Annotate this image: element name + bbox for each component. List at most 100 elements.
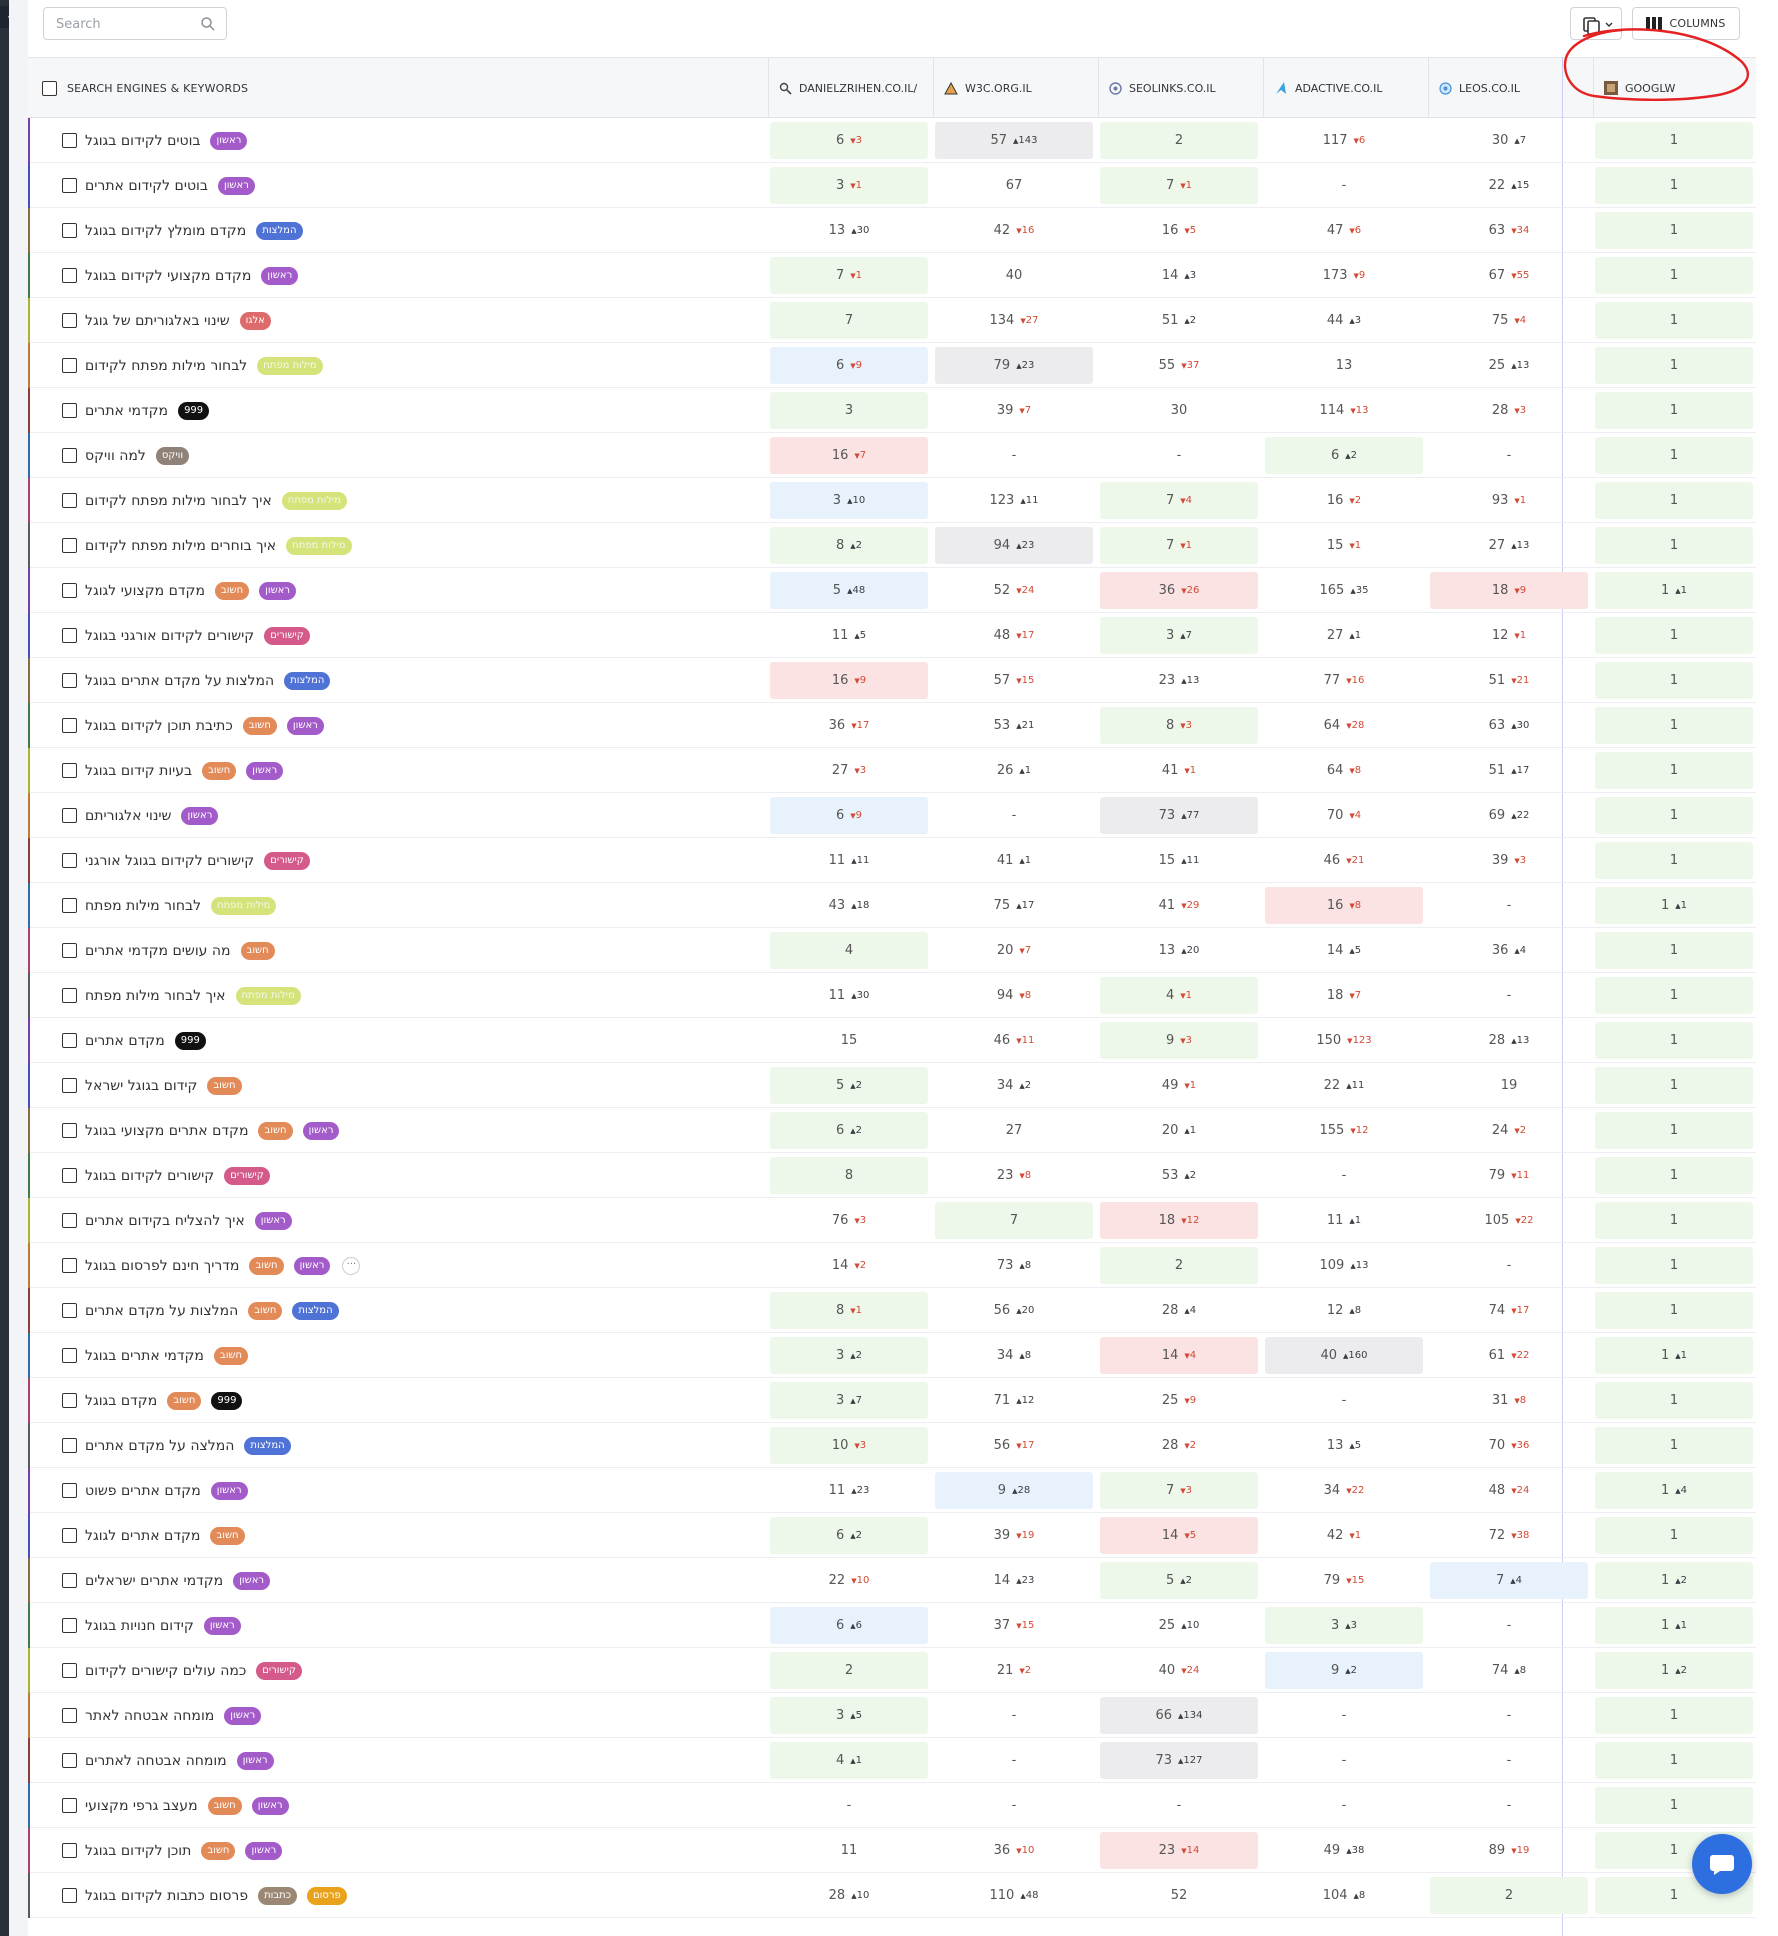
keyword-text[interactable]: שינוי אלגוריתם <box>85 807 172 824</box>
keyword-text[interactable]: בעיות קידום בגוגל <box>85 762 193 779</box>
table-row[interactable]: מקדמי אתרים ישראלים ראשון 22 ▼10 14 ▲23 5 ▲2 79 ▼… <box>28 1558 1756 1603</box>
keyword-tag[interactable]: המלצות <box>244 1436 291 1455</box>
search-box[interactable] <box>43 7 227 40</box>
row-checkbox[interactable] <box>62 1663 77 1678</box>
keyword-tag[interactable]: חשוב <box>242 716 277 735</box>
row-checkbox[interactable] <box>62 538 77 553</box>
row-checkbox[interactable] <box>62 853 77 868</box>
copy-button[interactable] <box>1570 7 1622 40</box>
row-checkbox[interactable] <box>62 1618 77 1633</box>
keyword-tag[interactable]: חשוב <box>202 761 237 780</box>
row-checkbox[interactable] <box>62 1078 77 1093</box>
keyword-tag[interactable]: חשוב <box>167 1391 202 1410</box>
keyword-text[interactable]: מקדם מומלץ לקידום בגוגל <box>85 222 247 239</box>
row-checkbox[interactable] <box>62 1528 77 1543</box>
keyword-tag[interactable]: ראשון <box>245 1841 283 1860</box>
keyword-tag[interactable]: וויקס <box>155 446 190 465</box>
table-row[interactable]: מקדם מקצועי לקידום בגוגל ראשון 7 ▼1 40 14 ▲3 17… <box>28 253 1756 298</box>
keyword-text[interactable]: כמה עולים קישורים לקידום <box>85 1662 247 1679</box>
keyword-tag[interactable]: חשוב <box>207 1796 242 1815</box>
table-row[interactable]: איך בוחרים מילות מפתח לקידום מילות מפתח 8 ▲… <box>28 523 1756 568</box>
keyword-text[interactable]: מומחה אבטחה לאתר <box>85 1707 215 1724</box>
site-column-header[interactable]: W3C.ORG.IL <box>933 58 1098 118</box>
site-column-header[interactable]: SEOLINKS.CO.IL <box>1098 58 1263 118</box>
keyword-tag[interactable]: ראשון <box>246 761 284 780</box>
table-row[interactable]: קידום בגוגל ישראל חשוב 5 ▲2 34 ▲2 49 ▼1 22 ▲11 19 1 <box>28 1063 1756 1108</box>
keyword-text[interactable]: איך להצליח בקידום אתרים <box>85 1212 245 1229</box>
keyword-text[interactable]: מדריך חינם לפרסום בגוגל <box>85 1257 240 1274</box>
table-row[interactable]: בוטים לקידום אתרים ראשון 3 ▼1 67 7 ▼1-22 ▲15 1 <box>28 163 1756 208</box>
table-row[interactable]: מקדם בגוגל חשוב 999 3 ▲7 71 ▲12 25 ▼9-31 ▼8 1 <box>28 1378 1756 1423</box>
keyword-tag[interactable]: ראשון <box>293 1256 331 1275</box>
row-checkbox[interactable] <box>62 898 77 913</box>
site-column-header[interactable]: ADACTIVE.CO.IL <box>1263 58 1428 118</box>
keyword-text[interactable]: למה וויקס <box>85 447 146 464</box>
keyword-text[interactable]: המלצות על מקדם אתרים בגוגל <box>85 672 275 689</box>
row-checkbox[interactable] <box>62 313 77 328</box>
row-checkbox[interactable] <box>62 808 77 823</box>
keyword-tag[interactable]: ראשון <box>224 1706 262 1725</box>
row-checkbox[interactable] <box>62 988 77 1003</box>
keyword-tag[interactable]: חשוב <box>249 1256 284 1275</box>
keyword-tag[interactable]: מילות מפתח <box>235 986 301 1005</box>
keyword-tag[interactable]: ראשון <box>286 716 324 735</box>
table-row[interactable]: איך להצליח בקידום אתרים ראשון 76 ▼3 7 18 ▼12 11… <box>28 1198 1756 1243</box>
table-row[interactable]: כתיבת תוכן לקידום בגוגל חשוב ראשון 36 ▼17 53 ▲… <box>28 703 1756 748</box>
keyword-text[interactable]: מקדמי אתרים <box>85 402 169 419</box>
keyword-text[interactable]: מקדם אתרים <box>85 1032 165 1049</box>
row-checkbox[interactable] <box>62 1348 77 1363</box>
keyword-tag[interactable]: ראשון <box>233 1571 271 1590</box>
keyword-tag[interactable]: חשוב <box>240 941 275 960</box>
keyword-text[interactable]: מקדם מקצועי לקידום בגוגל <box>85 267 252 284</box>
table-row[interactable]: מומחה אבטחה לאתר ראשון 3 ▲5-66 ▲134- -1 <box>28 1693 1756 1738</box>
table-row[interactable]: פרסום כתבות לקידום בגוגל כתבות פרסום 28 ▲10 1… <box>28 1873 1756 1918</box>
keyword-tag[interactable]: חשוב <box>258 1121 293 1140</box>
keyword-tag[interactable]: אלגו <box>239 311 271 330</box>
keyword-text[interactable]: מה עושים מקדמי אתרים <box>85 942 231 959</box>
row-checkbox[interactable] <box>62 943 77 958</box>
keyword-text[interactable]: כתיבת תוכן לקידום בגוגל <box>85 717 233 734</box>
keyword-tag[interactable]: מילות מפתח <box>211 896 277 915</box>
row-checkbox[interactable] <box>62 583 77 598</box>
table-row[interactable]: איך לבחור מילות מפתח מילות מפתח 11 ▲30 94 ▼8 4… <box>28 973 1756 1018</box>
keyword-text[interactable]: קישורים לקידום בגוגל <box>85 1167 215 1184</box>
keyword-tag[interactable]: חשוב <box>215 581 250 600</box>
keyword-tag[interactable]: ראשון <box>259 581 296 600</box>
keyword-text[interactable]: מקדם מקצועי לגוגל <box>85 582 205 599</box>
keyword-text[interactable]: איך לבחור מילות מפתח לקידום <box>85 492 272 509</box>
keyword-tag[interactable]: המלצות <box>256 221 303 240</box>
row-checkbox[interactable] <box>62 1843 77 1858</box>
keyword-text[interactable]: קידום חנויות בגוגל <box>85 1617 194 1634</box>
keyword-text[interactable]: קידום בגוגל ישראל <box>85 1077 198 1094</box>
keyword-tag[interactable]: המלצות <box>284 671 331 690</box>
keyword-tag[interactable]: ראשון <box>210 1481 248 1500</box>
keyword-text[interactable]: מקדם אתרים פשוט <box>85 1482 201 1499</box>
keyword-text[interactable]: מקדם אתרים לגוגל <box>85 1527 201 1544</box>
table-row[interactable]: המלצה על מקדם אתרים המלצות 10 ▼3 56 ▼17 28 ▼2 13… <box>28 1423 1756 1468</box>
table-row[interactable]: מקדם אתרים מקצועי בגוגל חשוב ראשון 6 ▲2 27 20 ▲… <box>28 1108 1756 1153</box>
keyword-tag[interactable]: חשוב <box>248 1301 283 1320</box>
keyword-tag[interactable]: ראשון <box>203 1616 241 1635</box>
keyword-text[interactable]: מקדמי אתרים בגוגל <box>85 1347 204 1364</box>
row-checkbox[interactable] <box>62 1573 77 1588</box>
table-row[interactable]: קישורים לקידום בגוגל קישורים 8 23 ▼8 53 ▲2-79 ▼… <box>28 1153 1756 1198</box>
row-checkbox[interactable] <box>62 178 77 193</box>
table-row[interactable]: מקדם אתרים לגוגל חשוב 6 ▲2 39 ▼19 14 ▼5 42 ▼1 72 ▼3… <box>28 1513 1756 1558</box>
row-checkbox[interactable] <box>62 718 77 733</box>
table-row[interactable]: תוכן לקידום בגוגל חשוב ראשון 11 36 ▼10 23 ▼14 49… <box>28 1828 1756 1873</box>
keyword-tag[interactable]: ראשון <box>217 176 255 195</box>
keyword-text[interactable]: מקדם בגוגל <box>85 1392 158 1409</box>
select-all-checkbox[interactable] <box>42 80 57 96</box>
table-row[interactable]: שינוי אלגוריתם ראשון 6 ▼9-73 ▲77 70 ▼4 69 ▲22 1 <box>28 793 1756 838</box>
table-row[interactable]: קישורים לקידום בגוגל אורגני קישורים 11 ▲11 4… <box>28 838 1756 883</box>
table-row[interactable]: בוטים לקידום בגוגל ראשון 6 ▼3 57 ▲143 2 117 ▼6 30… <box>28 118 1756 163</box>
keyword-tag[interactable]: מילות מפתח <box>281 491 348 510</box>
table-row[interactable]: כמה עולים קישורים לקידום קישורים 2 21 ▼2 40 ▼2… <box>28 1648 1756 1693</box>
keyword-text[interactable]: לבחור מילות מפתח <box>85 897 202 914</box>
row-checkbox[interactable] <box>62 448 77 463</box>
table-row[interactable]: לבחור מילות מפתח לקידום מילות מפתח 6 ▼9 79 ▲2… <box>28 343 1756 388</box>
keyword-tag[interactable]: ראשון <box>254 1211 292 1230</box>
keyword-text[interactable]: איך בוחרים מילות מפתח לקידום <box>85 537 277 554</box>
table-row[interactable]: מקדם אתרים פשוט ראשון 11 ▲23 9 ▲28 7 ▼3 34 ▼22 48 ▼… <box>28 1468 1756 1513</box>
keyword-tag[interactable]: ראשון <box>210 131 248 150</box>
